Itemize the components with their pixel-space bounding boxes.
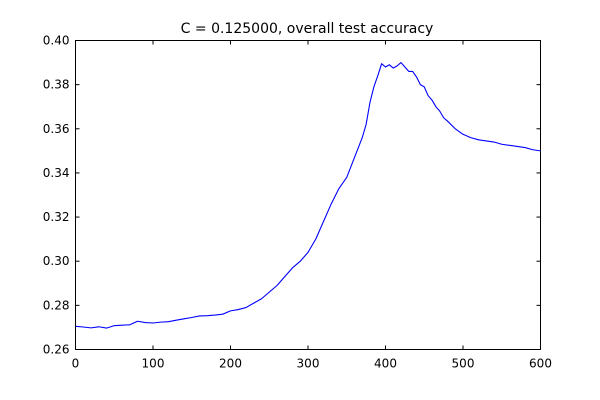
x-axis-ticks: 0 100 200 300 400 500 600	[72, 40, 552, 371]
y-tick-label: 0.30	[43, 254, 70, 268]
y-tick-label: 0.32	[43, 210, 70, 224]
y-tick-label: 0.28	[43, 298, 70, 312]
y-tick-label: 0.36	[43, 122, 70, 136]
y-tick-label: 0.34	[43, 166, 70, 180]
x-tick-label: 500	[452, 357, 475, 371]
plot-area-frame	[75, 40, 541, 350]
chart-title: C = 0.125000, overall test accuracy	[181, 21, 434, 37]
y-axis-ticks: 0.26 0.28 0.30 0.32 0.34 0.36 0.38 0.40	[43, 34, 541, 357]
x-tick-label: 200	[219, 357, 242, 371]
y-tick-label: 0.40	[43, 34, 70, 48]
y-tick-label: 0.26	[43, 343, 70, 357]
x-tick-label: 300	[297, 357, 320, 371]
x-tick-label: 400	[374, 357, 397, 371]
accuracy-line	[75, 62, 541, 329]
x-tick-label: 600	[529, 357, 552, 371]
y-tick-label: 0.38	[43, 78, 70, 92]
x-tick-label: 0	[72, 357, 80, 371]
x-tick-label: 100	[142, 357, 165, 371]
